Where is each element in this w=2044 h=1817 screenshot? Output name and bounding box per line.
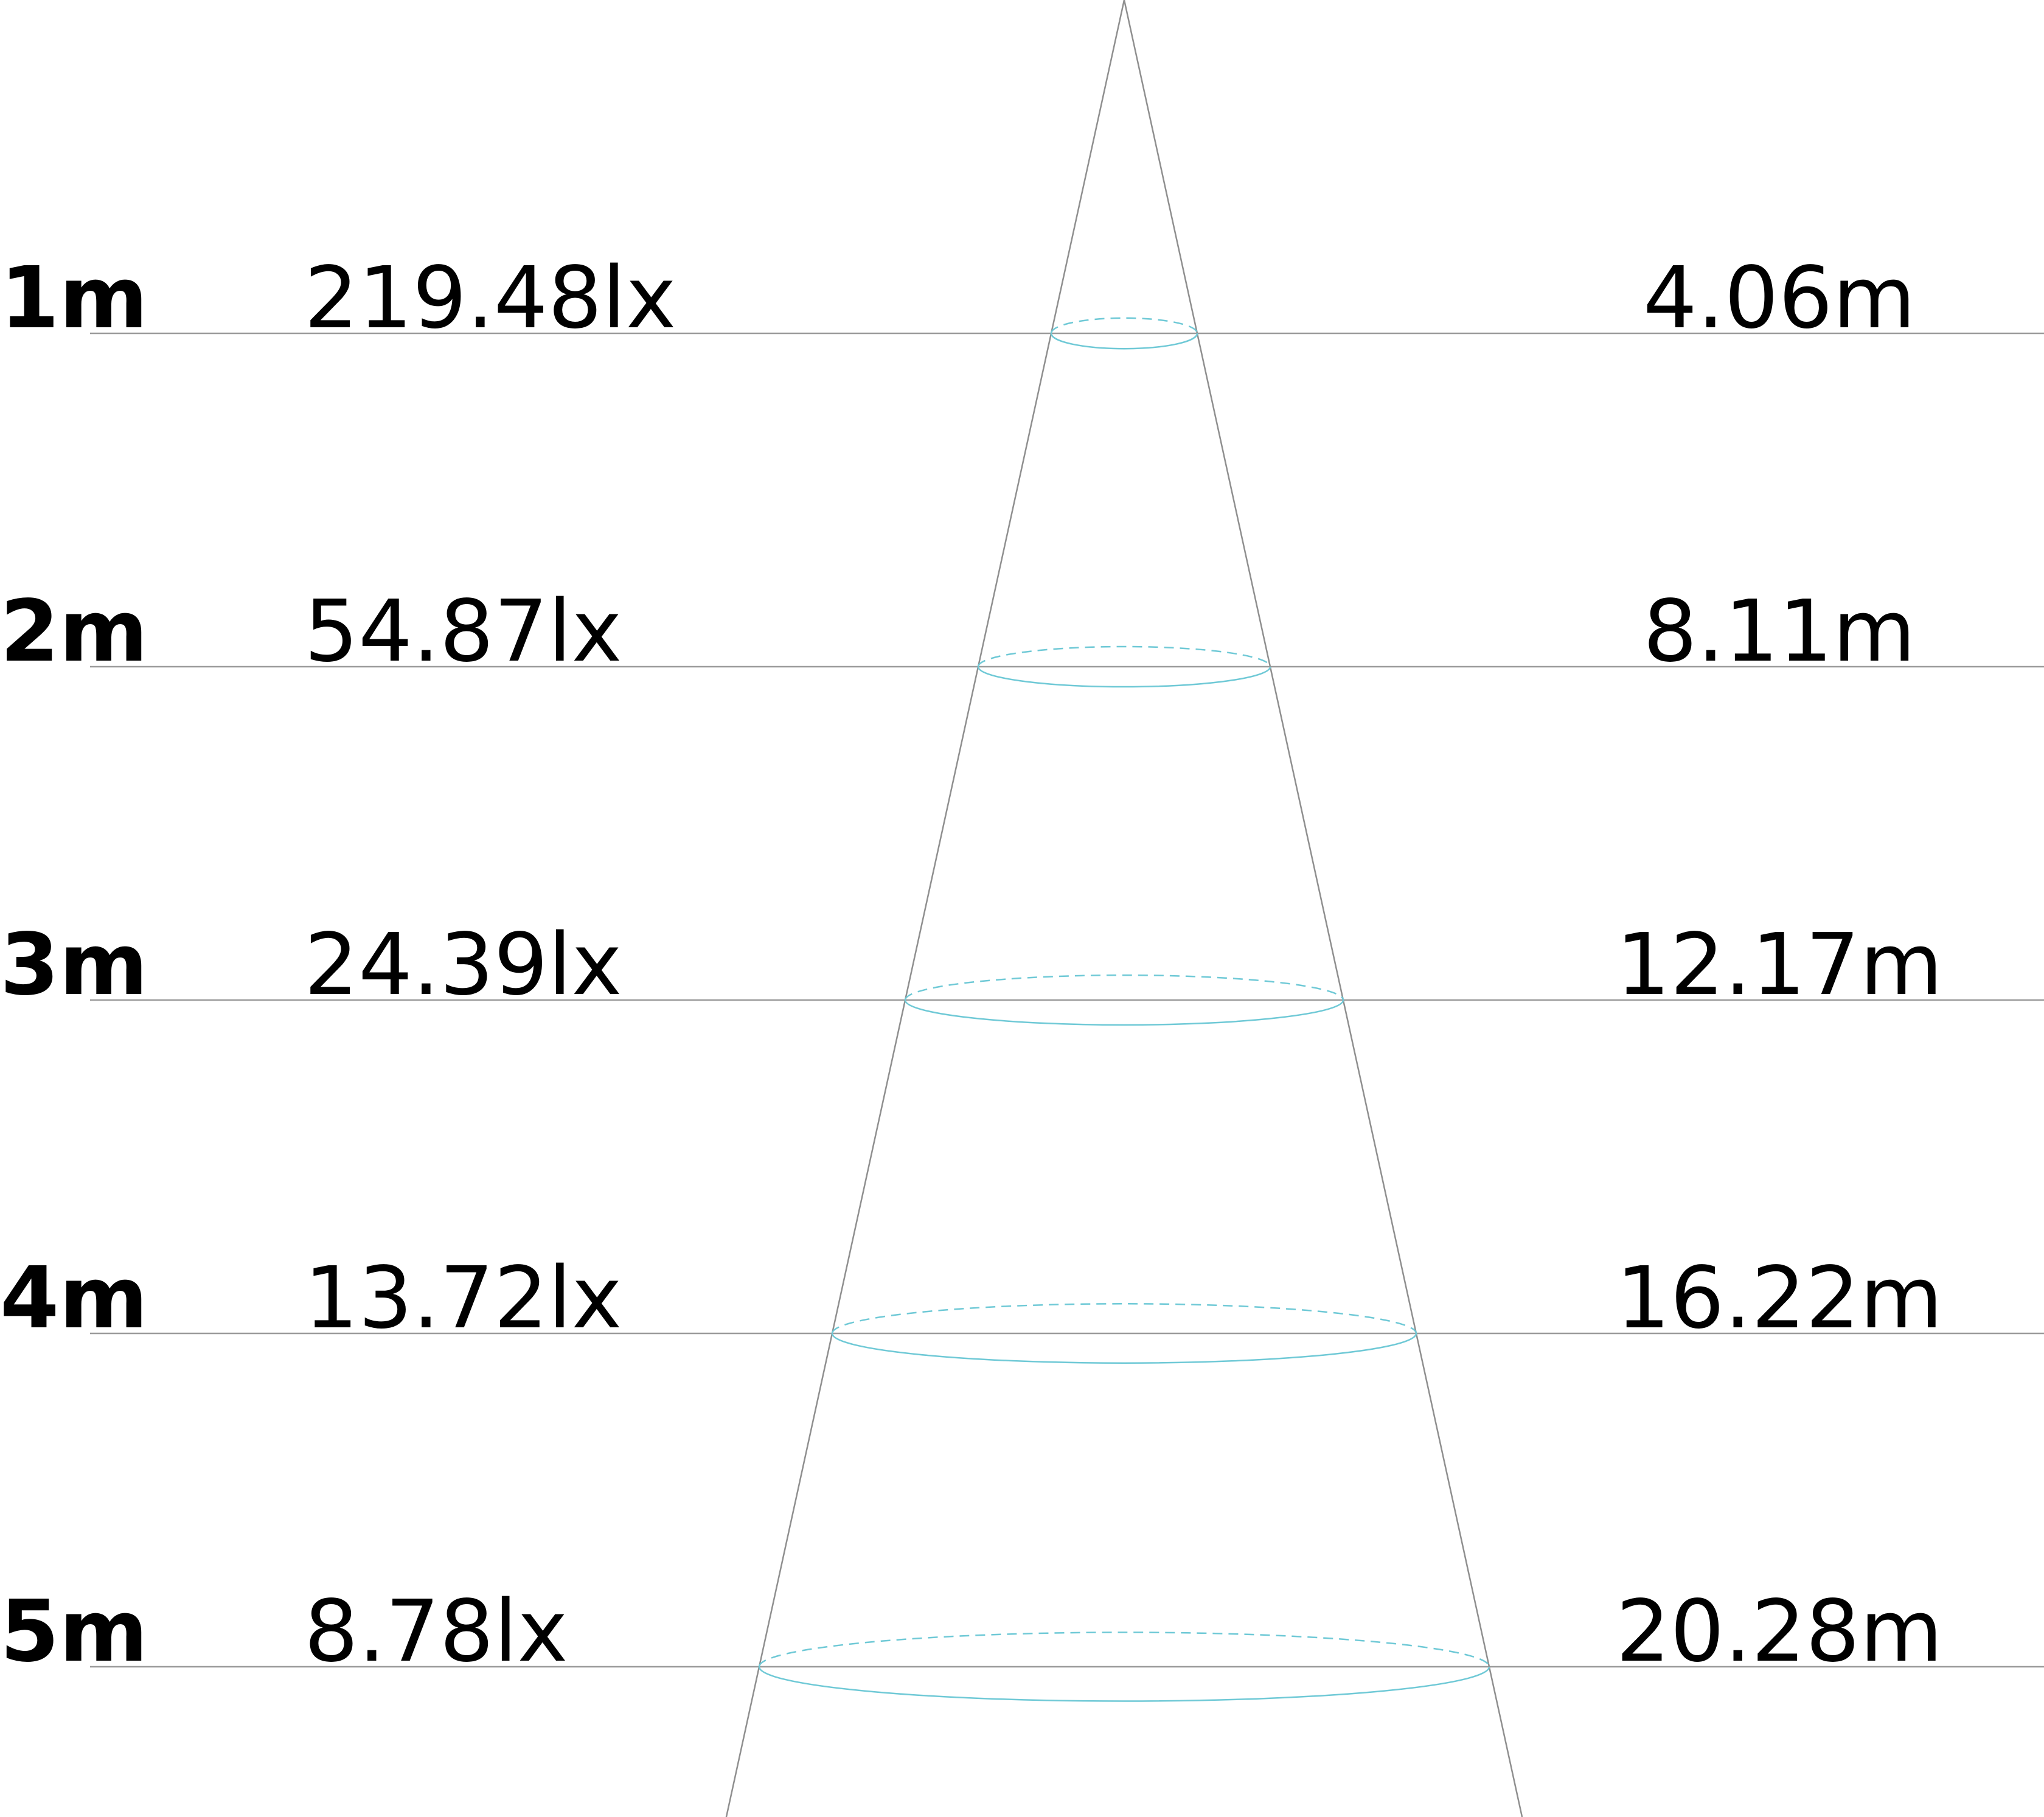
beam-ellipses xyxy=(758,317,1490,1702)
beam-diameter-label-4: 16.22m xyxy=(1616,1249,1942,1348)
beam-ellipse-back-4 xyxy=(831,1303,1417,1334)
lines-layer xyxy=(90,332,2044,1668)
beam-right-edge xyxy=(1123,0,1523,1817)
beam-ellipse-front-4 xyxy=(831,1333,1417,1364)
labels-layer: 1m 219.48lx 4.06m 2m 54.87lx 8.11m 3m 24.39lx 12… xyxy=(0,249,1943,1681)
beam-ellipse-front-5 xyxy=(758,1666,1490,1702)
illuminance-label-1: 219.48lx xyxy=(304,249,676,348)
beam-ellipse-front-2 xyxy=(977,666,1271,688)
beam-ellipse-back-2 xyxy=(977,645,1271,667)
beam-ellipse-back-5 xyxy=(758,1631,1490,1667)
beam-ellipse-back-1 xyxy=(1050,317,1198,334)
beam-ellipse-front-3 xyxy=(904,999,1344,1026)
illuminance-label-5: 8.78lx xyxy=(304,1582,568,1681)
beam-ellipse-front-1 xyxy=(1050,333,1198,350)
beam-diameter-label-5: 20.28m xyxy=(1616,1582,1942,1681)
distance-label-5: 5m xyxy=(0,1582,148,1681)
illuminance-label-3: 24.39lx xyxy=(304,915,622,1015)
distance-label-4: 4m xyxy=(0,1249,148,1348)
illuminance-label-4: 13.72lx xyxy=(304,1249,622,1348)
beam-ellipse-back-3 xyxy=(904,974,1344,1001)
beam-diameter-label-3: 12.17m xyxy=(1616,915,1942,1015)
distance-label-2: 2m xyxy=(0,582,148,681)
distance-label-3: 3m xyxy=(0,915,148,1015)
beam-left-edge xyxy=(725,0,1125,1817)
beam-diameter-label-2: 8.11m xyxy=(1643,582,1916,681)
beam-diameter-label-1: 4.06m xyxy=(1643,249,1916,348)
distance-label-1: 1m xyxy=(0,249,148,348)
beam-cone xyxy=(725,0,1523,1817)
illuminance-label-2: 54.87lx xyxy=(304,582,622,681)
